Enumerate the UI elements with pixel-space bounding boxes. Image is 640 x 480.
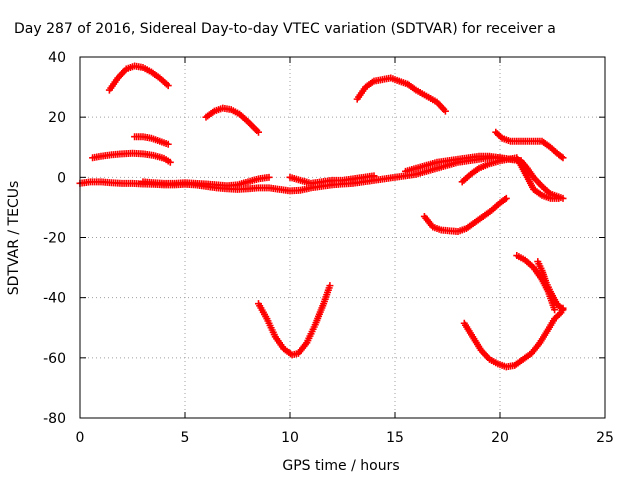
plus-marker: [326, 282, 334, 290]
y-tick-label: -20: [43, 231, 66, 247]
x-axis-title: GPS time / hours: [282, 458, 399, 474]
series-12: [420, 194, 510, 235]
y-tick-label: 40: [48, 50, 66, 66]
series-3: [353, 74, 449, 115]
plot-frame: [79, 56, 606, 419]
series-15: [513, 252, 559, 314]
x-tick-label: 0: [76, 430, 85, 446]
chart-title: Day 287 of 2016, Sidereal Day-to-day VTE…: [14, 21, 556, 37]
y-tick-label: 20: [48, 110, 66, 126]
x-tick-label: 5: [181, 430, 190, 446]
series-1: [105, 62, 172, 94]
series-4: [131, 133, 172, 148]
y-tick-label: -60: [43, 351, 66, 367]
plus-marker: [164, 82, 172, 90]
plus-marker: [255, 128, 262, 136]
plus-marker: [558, 153, 566, 161]
series-9: [286, 172, 378, 187]
series-13: [255, 282, 334, 359]
plus-marker: [559, 306, 567, 314]
plus-marker: [555, 194, 563, 202]
x-tick-labels: 0 5 10 15 20 25: [76, 430, 614, 446]
y-tick-label: -80: [43, 411, 66, 427]
x-tick-label: 20: [491, 430, 509, 446]
series-5: [89, 149, 174, 166]
grid-lines: [80, 57, 605, 418]
plus-marker: [265, 173, 273, 181]
plus-marker: [502, 194, 510, 202]
plus-marker: [559, 154, 567, 162]
series-6: [492, 128, 567, 162]
plus-marker: [370, 172, 378, 180]
plus-marker: [166, 158, 174, 166]
series-2: [202, 104, 262, 136]
x-tick-label: 10: [281, 430, 299, 446]
x-tick-label: 15: [386, 430, 404, 446]
series-8: [139, 173, 273, 190]
plus-marker: [441, 107, 449, 115]
plus-marker: [551, 306, 559, 314]
series-16: [534, 258, 567, 314]
series-14: [460, 304, 567, 371]
x-tick-label: 25: [596, 430, 614, 446]
data-points: [76, 62, 567, 371]
axis-ticks: [79, 56, 606, 419]
y-tick-label: -40: [43, 291, 66, 307]
series-11: [458, 154, 563, 202]
y-axis-title: SDTVAR / TECUs: [6, 181, 22, 296]
y-tick-labels: -80 -60 -40 -20 0 20 40: [43, 50, 66, 427]
plus-marker: [164, 140, 172, 148]
y-tick-label: 0: [57, 170, 66, 186]
